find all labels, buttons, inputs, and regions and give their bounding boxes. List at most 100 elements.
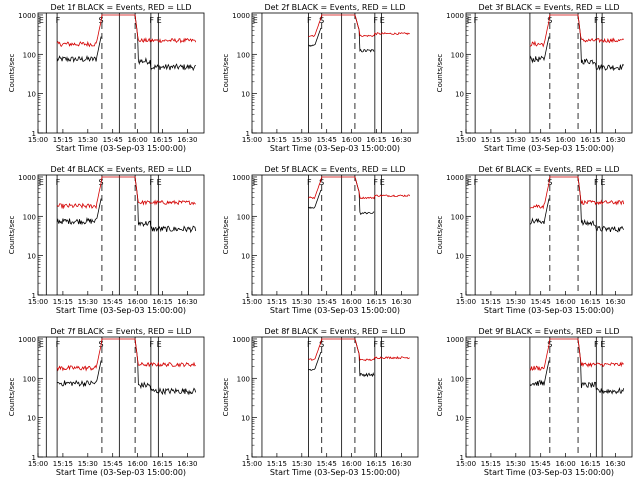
marker-label: E [157,340,162,349]
y-axis-label: Counts/sec [222,378,230,417]
y-tick-label: 1 [32,292,36,300]
y-tick-label: 10 [241,91,250,99]
x-tick-label: 16:15 [366,460,386,468]
series-events-line [56,338,197,396]
series-lld-line [529,14,624,48]
y-tick-label: 100 [451,213,464,221]
x-tick-label: 16:00 [342,298,362,306]
panel-title: Det 6f BLACK = Events, RED = LLD [478,165,619,174]
x-tick-label: 16:30 [177,298,197,306]
panel-4: Det 4f BLACK = Events, RED = LLD 1 10 100 10… [8,165,205,315]
marker-label: F [307,178,312,187]
marker-label: E [600,16,605,25]
marker-label: F [373,340,378,349]
marker-label: E [467,340,472,349]
series-lld-line [56,176,196,210]
y-tick-label: 10 [455,415,464,423]
y-tick-label: 10 [241,253,250,261]
x-tick-label: 15:45 [531,136,551,144]
y-tick-label: 1000 [232,336,250,344]
y-axis-label: Counts/sec [222,216,230,255]
x-tick-label: 15:30 [506,298,526,306]
x-tick-label: 15:00 [242,136,262,144]
y-tick-label: 10 [27,253,36,261]
y-tick-label: 100 [23,51,36,59]
x-tick-label: 15:30 [292,460,312,468]
panel-title: Det 1f BLACK = Events, RED = LLD [50,3,191,12]
marker-label: S [547,340,552,349]
x-tick-label: 15:15 [267,460,287,468]
series-events-line [56,176,197,234]
marker-label: F [149,340,154,349]
x-tick-label: 16:30 [391,298,411,306]
y-tick-label: 1 [32,130,36,138]
panel-title: Det 7f BLACK = Events, RED = LLD [50,327,191,336]
marker-label: S [547,178,552,187]
marker-label: F [56,178,61,187]
x-tick-label: 16:30 [391,136,411,144]
y-axis-label: Counts/sec [8,216,16,255]
marker-label: E [380,178,385,187]
y-axis-label: Counts/sec [8,54,16,93]
y-tick-label: 1 [246,292,250,300]
plot-frame [251,174,419,296]
marker-label: F [149,178,154,187]
y-tick-label: 1000 [18,336,36,344]
marker-label: E [253,178,258,187]
y-tick-label: 1 [460,130,464,138]
x-axis-label: Start Time (03-Sep-03 15:00:00) [484,468,614,477]
marker-label: F [373,178,378,187]
x-tick-label: 15:00 [28,460,48,468]
x-tick-label: 15:15 [481,136,501,144]
panel-title: Det 5f BLACK = Events, RED = LLD [264,165,405,174]
y-tick-label: 1000 [232,174,250,182]
x-tick-label: 16:00 [128,298,148,306]
marker-label: E [253,16,258,25]
panel-title: Det 2f BLACK = Events, RED = LLD [264,3,405,12]
y-tick-label: 1 [32,454,36,462]
y-tick-label: 1 [246,130,250,138]
x-tick-label: 16:00 [342,460,362,468]
x-tick-label: 15:15 [53,460,73,468]
plot-frame [465,12,633,134]
y-tick-label: 1 [460,454,464,462]
x-tick-label: 15:45 [531,460,551,468]
y-tick-label: 100 [23,213,36,221]
y-axis-label: Counts/sec [8,378,16,417]
x-tick-label: 16:00 [128,136,148,144]
marker-label: E [467,178,472,187]
panel-title: Det 3f BLACK = Events, RED = LLD [478,3,619,12]
marker-label: E [600,178,605,187]
x-axis-label: Start Time (03-Sep-03 15:00:00) [56,468,186,477]
y-tick-label: 1000 [18,174,36,182]
x-tick-label: 15:00 [28,298,48,306]
y-axis-label: Counts/sec [436,378,444,417]
y-tick-label: 1 [460,292,464,300]
series-lld-line [529,338,624,371]
x-tick-label: 15:00 [242,460,262,468]
marker-label: F [307,16,312,25]
x-tick-label: 16:30 [391,460,411,468]
marker-label: S [319,340,324,349]
series-lld-line [308,14,410,38]
marker-label: F [56,16,61,25]
x-tick-label: 16:00 [556,460,576,468]
x-tick-label: 15:15 [267,298,287,306]
x-tick-label: 16:15 [366,136,386,144]
x-tick-label: 15:45 [317,460,337,468]
y-axis-label: Counts/sec [222,54,230,93]
marker-label: E [467,16,472,25]
panel-1: Det 1f BLACK = Events, RED = LLD 1 10 100 10… [8,3,205,153]
x-tick-label: 15:00 [456,136,476,144]
plot-frame [37,336,205,458]
x-tick-label: 15:15 [53,136,73,144]
x-tick-label: 15:30 [78,298,98,306]
x-tick-label: 16:15 [580,298,600,306]
x-axis-label: Start Time (03-Sep-03 15:00:00) [270,468,400,477]
x-tick-label: 16:15 [152,298,172,306]
y-tick-label: 100 [237,51,250,59]
marker-label: E [39,16,44,25]
x-axis-label: Start Time (03-Sep-03 15:00:00) [56,144,186,153]
x-axis-label: Start Time (03-Sep-03 15:00:00) [56,306,186,315]
